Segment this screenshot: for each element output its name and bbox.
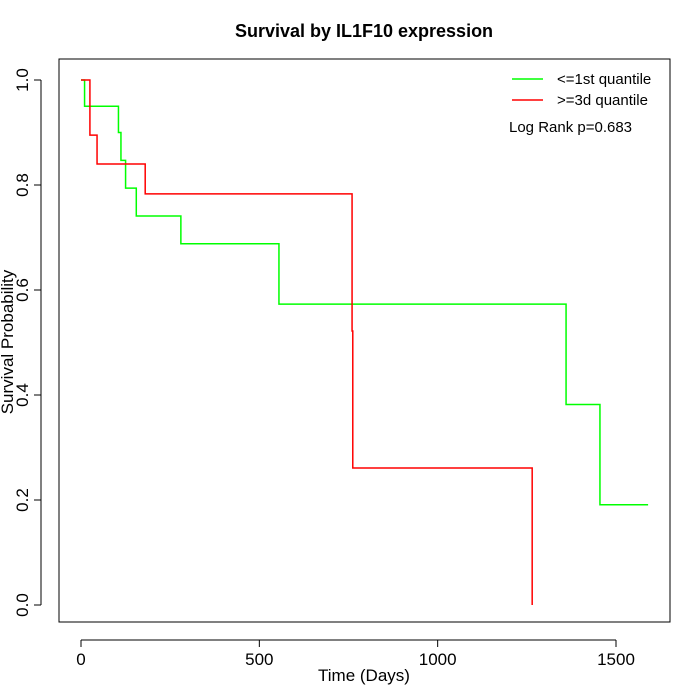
legend-label-series-1: <=1st quantile	[557, 71, 651, 88]
y-tick-label: 0.0	[13, 593, 32, 617]
y-tick-label: 0.8	[13, 173, 32, 197]
x-tick-label: 1000	[419, 650, 457, 669]
chart-title: Survival by IL1F10 expression	[235, 21, 493, 41]
x-tick-label: 0	[76, 650, 85, 669]
y-tick-label: 1.0	[13, 68, 32, 92]
x-tick-label: 500	[245, 650, 273, 669]
x-axis: 0 500 1000 1500	[76, 639, 635, 669]
y-tick-label: 0.2	[13, 488, 32, 512]
survival-curve-series-2	[81, 79, 533, 605]
series-layer	[81, 79, 649, 605]
y-axis-label: Survival Probability	[0, 269, 17, 414]
log-rank-annotation: Log Rank p=0.683	[509, 119, 632, 136]
plot-frame	[58, 58, 671, 623]
legend: <=1st quantile >=3d quantile	[512, 71, 651, 109]
survival-curve-series-1	[81, 79, 649, 506]
y-tick-label: 0.6	[13, 278, 32, 302]
y-axis: 0.0 0.2 0.4 0.6 0.8 1.0	[13, 68, 42, 617]
y-tick-label: 0.4	[13, 383, 32, 407]
x-axis-label: Time (Days)	[318, 666, 410, 685]
legend-label-series-2: >=3d quantile	[557, 92, 648, 109]
x-tick-label: 1500	[597, 650, 635, 669]
